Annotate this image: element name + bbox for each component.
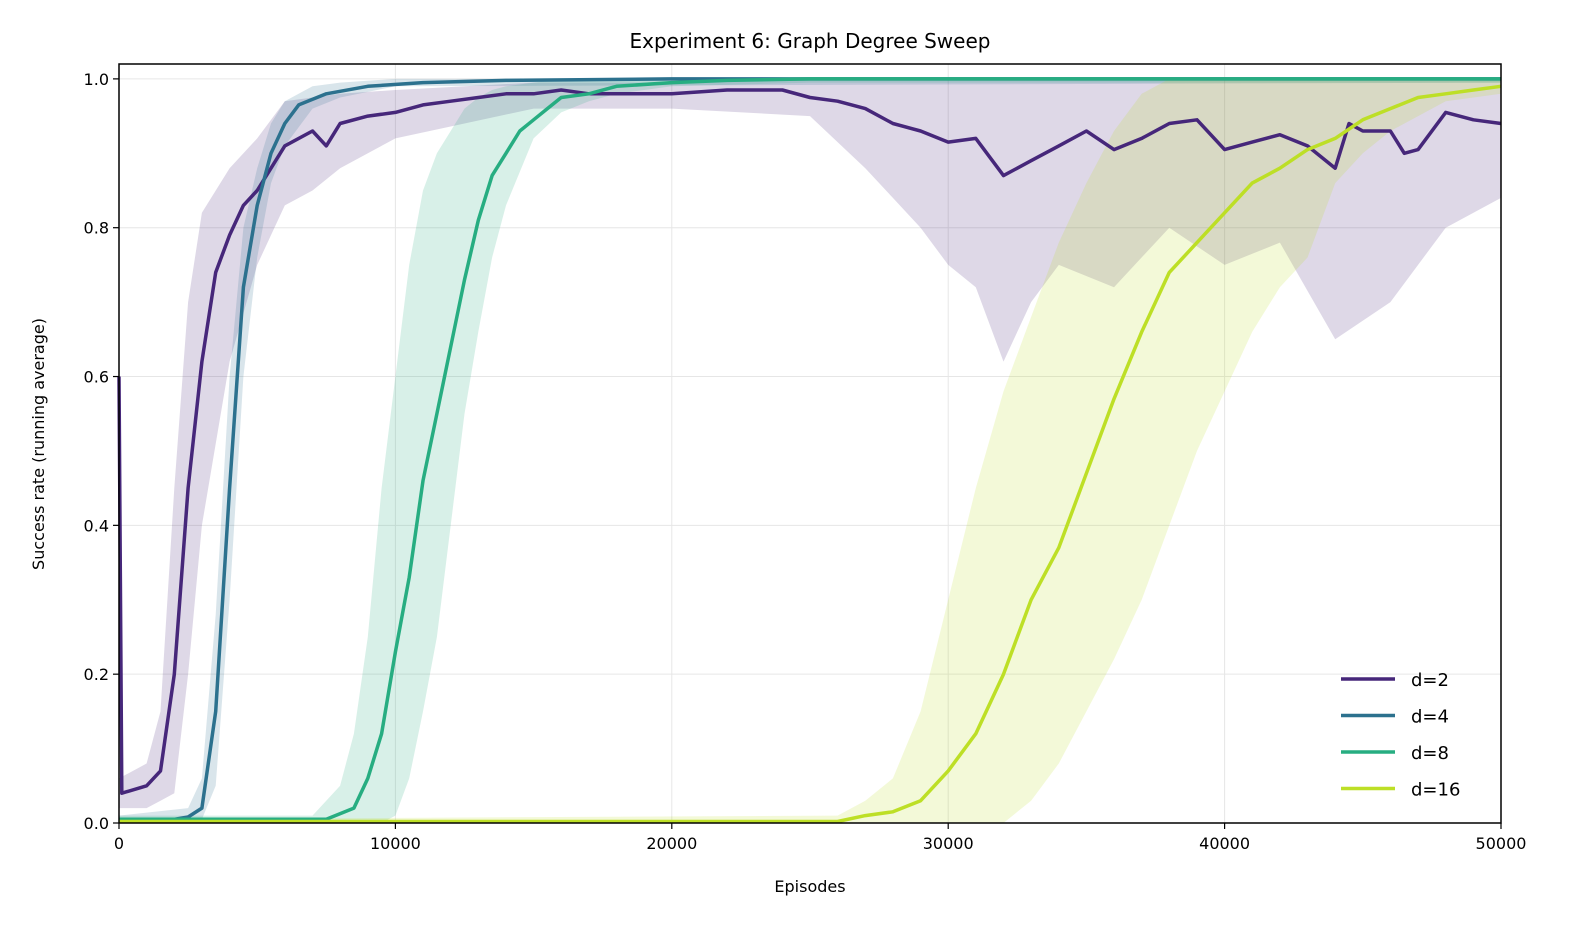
series-lines — [117, 77, 1502, 824]
x-tick-label: 40000 — [1199, 834, 1250, 853]
x-tick-label: 30000 — [923, 834, 974, 853]
legend: d=2 d=4 d=8 d=16 — [1341, 670, 1460, 801]
y-axis-label: Success rate (running average) — [29, 318, 48, 570]
y-tick-label: 0.6 — [84, 368, 109, 387]
line-d=16 — [119, 84, 1502, 824]
band-d=2 — [119, 78, 1501, 809]
band-d=16 — [119, 78, 1501, 823]
x-axis-label: Episodes — [774, 877, 845, 896]
line-d=8 — [119, 77, 1501, 822]
x-tick-label: 0 — [114, 834, 124, 853]
legend-label-d=8: d=8 — [1411, 743, 1449, 764]
y-tick-label: 0.4 — [84, 516, 109, 535]
x-tick-label: 20000 — [646, 834, 697, 853]
legend-label-d=2: d=2 — [1411, 670, 1449, 691]
y-tick-label: 0.8 — [84, 219, 109, 238]
confidence-bands — [119, 78, 1501, 823]
x-tick-label: 50000 — [1476, 834, 1527, 853]
y-tick-label: 0.2 — [84, 665, 109, 684]
line-d=4 — [119, 77, 1501, 822]
x-tick-label: 10000 — [370, 834, 421, 853]
band-d=8 — [119, 78, 1501, 823]
line-d=2 — [117, 88, 1502, 795]
chart-title: Experiment 6: Graph Degree Sweep — [630, 29, 991, 53]
legend-label-d=16: d=16 — [1411, 780, 1460, 801]
y-tick-label: 0.0 — [84, 814, 109, 833]
axis-ticks: 0 10000 20000 30000 40000 50000 0.0 0.2 0.4 0.6 0.… — [84, 70, 1527, 853]
y-tick-label: 1.0 — [84, 70, 109, 89]
legend-label-d=4: d=4 — [1411, 707, 1449, 728]
plot-frame — [118, 63, 1502, 824]
